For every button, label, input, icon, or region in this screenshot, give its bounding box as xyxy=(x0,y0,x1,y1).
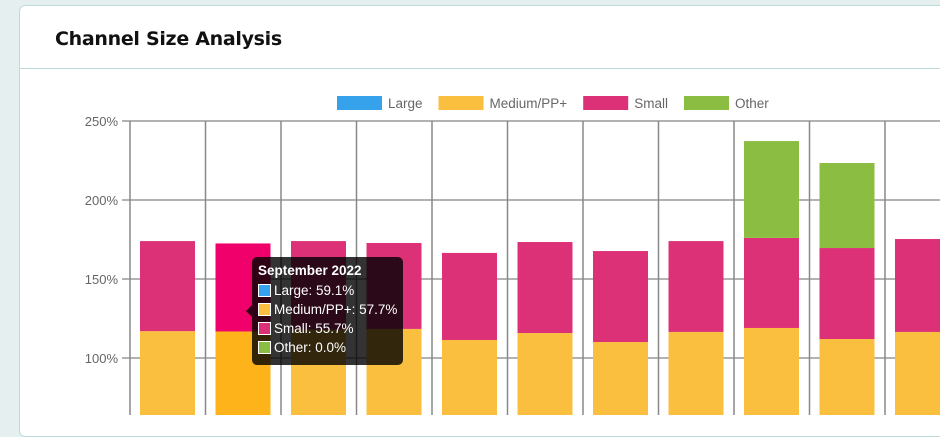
bar-other xyxy=(744,141,799,238)
stacked-bar-chart: 100% 150% 200% 250% Large Medium/PP+ Small Othe… xyxy=(85,96,940,415)
bar-small xyxy=(140,241,195,332)
bar-mediumpp xyxy=(593,342,648,415)
bar-mediumpp xyxy=(140,331,195,415)
medium-swatch xyxy=(258,303,271,316)
bar-mediumpp xyxy=(895,331,940,415)
legend-swatch xyxy=(337,96,382,110)
large-swatch xyxy=(258,284,271,297)
legend-swatch xyxy=(683,96,729,110)
bar-small xyxy=(895,239,940,332)
legend-label-mediumpp: Medium/PP+ xyxy=(490,96,568,111)
bar-mediumpp xyxy=(517,333,573,415)
bar-small xyxy=(668,241,724,332)
legend-label-small: Small xyxy=(634,96,668,111)
tooltip-row-small: Small: 55.7% xyxy=(258,320,403,337)
tooltip-text: Medium/PP+: 57.7% xyxy=(274,302,398,317)
bar-mediumpp xyxy=(668,331,724,415)
bar-small xyxy=(442,252,497,340)
bar-mediumpp xyxy=(442,339,497,415)
small-swatch xyxy=(258,322,271,335)
y-tick-label: 100% xyxy=(85,351,119,366)
other-swatch xyxy=(258,341,271,354)
bar-small xyxy=(819,248,875,340)
chart-tooltip: September 2022 Large: 59.1% Medium/PP+: … xyxy=(246,257,403,365)
tooltip-title: September 2022 xyxy=(258,263,362,278)
bar-other xyxy=(819,163,875,249)
card-header: Channel Size Analysis xyxy=(20,6,940,69)
legend-label-other: Other xyxy=(735,96,769,111)
legend-swatch xyxy=(438,96,484,110)
legend-label-large: Large xyxy=(388,96,423,111)
tooltip-text: Large: 59.1% xyxy=(274,283,355,298)
bar-mediumpp xyxy=(819,339,875,415)
bar-small xyxy=(517,242,573,334)
y-tick-label: 150% xyxy=(85,272,119,287)
bar-small xyxy=(744,237,799,328)
card-title: Channel Size Analysis xyxy=(55,28,282,50)
tooltip-row-medium: Medium/PP+: 57.7% xyxy=(258,301,403,318)
bar-small xyxy=(593,251,648,343)
tooltip-text: Other: 0.0% xyxy=(274,340,347,355)
y-tick-label: 200% xyxy=(85,193,119,208)
y-tick-label: 250% xyxy=(85,114,119,129)
bar-mediumpp xyxy=(744,327,799,415)
tooltip-row-other: Other: 0.0% xyxy=(258,339,403,356)
legend-swatch xyxy=(583,96,629,110)
tooltip-text: Small: 55.7% xyxy=(274,321,354,336)
tooltip-row-large: Large: 59.1% xyxy=(258,282,403,299)
